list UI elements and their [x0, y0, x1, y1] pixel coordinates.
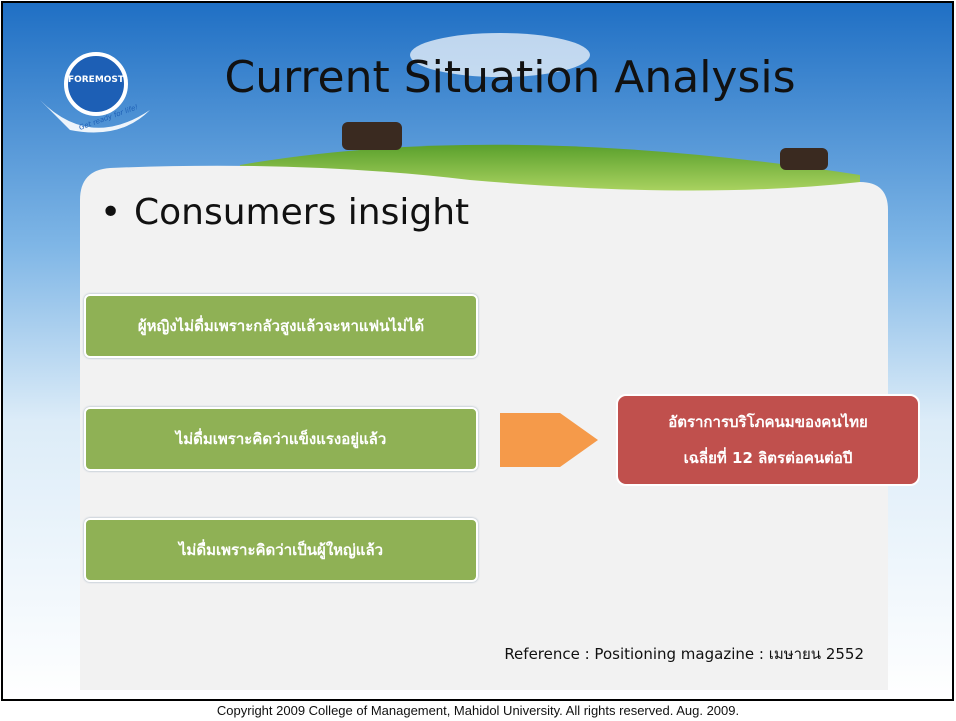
reference: Reference : Positioning magazine : เมษาย… [504, 642, 864, 666]
insight-box: ไม่ดื่มเพราะคิดว่าแข็งแรงอยู่แล้ว [84, 407, 478, 471]
logo-brand: FOREMOST [68, 75, 125, 85]
slide-title: Current Situation Analysis [224, 52, 795, 103]
result-line: อัตราการบริโภคนมของคนไทย [668, 404, 868, 440]
copyright: Copyright 2009 College of Management, Ma… [0, 703, 956, 718]
slide-graphics: FOREMOST Get ready for life! Current Sit… [0, 0, 956, 721]
bullet-text: Consumers insight [134, 192, 469, 233]
page: FOREMOST Get ready for life! Current Sit… [0, 0, 956, 721]
bullet-dot: • [100, 192, 121, 233]
cow [342, 122, 402, 150]
cow [780, 148, 828, 170]
insight-box: ผู้หญิงไม่ดื่มเพราะกลัวสูงแล้วจะหาแฟนไม่… [84, 294, 478, 358]
insight-box: ไม่ดื่มเพราะคิดว่าเป็นผู้ใหญ่แล้ว [84, 518, 478, 582]
result-line: เฉลี่ยที่ 12 ลิตรต่อคนต่อปี [684, 440, 853, 476]
result-box: อัตราการบริโภคนมของคนไทย เฉลี่ยที่ 12 ลิ… [616, 394, 920, 486]
